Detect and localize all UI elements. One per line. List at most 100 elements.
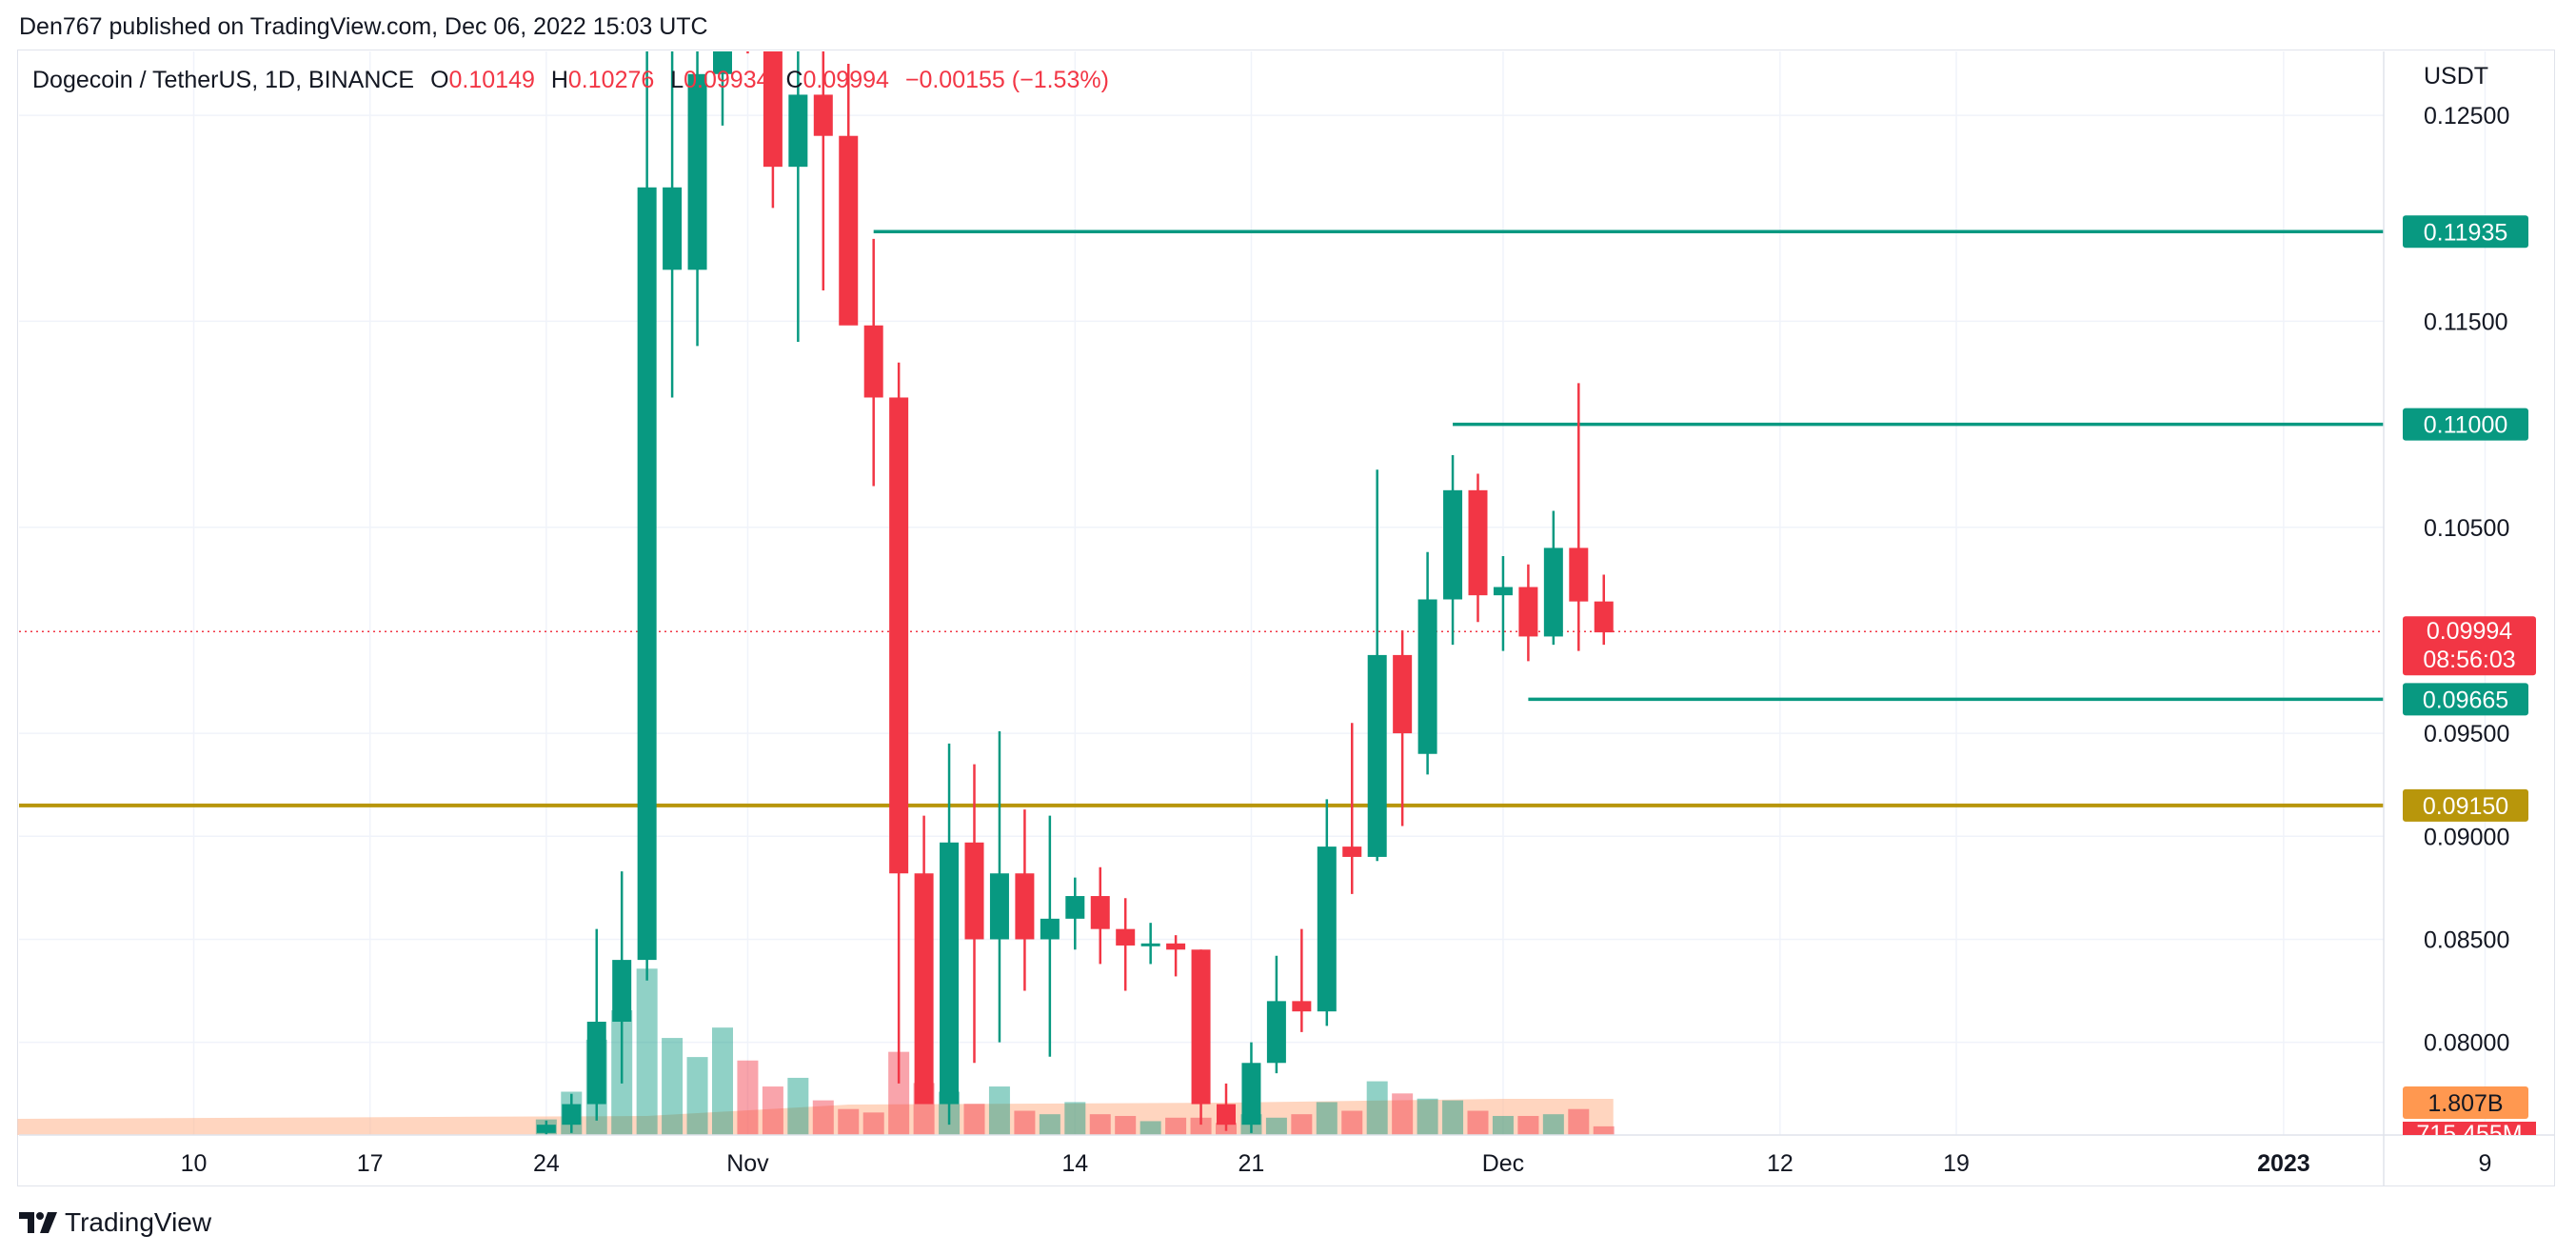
volume-bar (737, 1060, 759, 1135)
change-value: −0.00155 (−1.53%) (904, 67, 1109, 93)
volume-bar (812, 1100, 834, 1135)
volume-bar (862, 1112, 884, 1135)
volume-bar (1165, 1117, 1187, 1135)
candle-body (889, 397, 909, 874)
volume-bar (1341, 1110, 1363, 1135)
level-0-11000-tag-box (2403, 408, 2528, 441)
volume-bar (1014, 1110, 1036, 1135)
candle-body (1065, 896, 1085, 919)
close-value: 0.09994 (803, 67, 889, 93)
candle-body (1569, 548, 1589, 602)
level-0-09665-tag-box (2403, 683, 2528, 716)
x-tick-label: 12 (1767, 1150, 1793, 1177)
volume-bar (1039, 1114, 1060, 1135)
candle-body (839, 135, 859, 326)
candle-body (1166, 943, 1186, 950)
candle-body (1367, 654, 1387, 857)
volume-bar (1392, 1093, 1414, 1135)
high-value: 0.10276 (567, 67, 655, 93)
level-0-11000-tag-label: 0.11000 (2424, 412, 2508, 439)
high-label: H (550, 67, 568, 93)
open-label: O (430, 67, 449, 93)
candle-body (863, 325, 883, 398)
x-tick-label: 14 (1061, 1150, 1088, 1177)
candle-body (687, 73, 707, 270)
x-tick-label: 2023 (2257, 1150, 2310, 1177)
low-label: L (670, 67, 684, 93)
volume-bar (1064, 1102, 1086, 1135)
publisher-line: Den767 published on TradingView.com, Dec… (19, 13, 708, 40)
x-tick-label: 24 (533, 1150, 560, 1177)
candle-body (1266, 1001, 1286, 1064)
tradingview-brand[interactable]: TradingView (19, 1207, 211, 1238)
x-tick-label: 9 (2479, 1150, 2492, 1177)
volume-bar (1442, 1100, 1464, 1135)
volume-tag-box (2403, 1086, 2528, 1119)
candle-body (1191, 949, 1211, 1105)
volume-bar (1291, 1114, 1313, 1135)
y-tick-label: 0.08000 (2424, 1030, 2509, 1057)
y-tick-label: 0.09000 (2424, 824, 2509, 850)
candle-body (1393, 654, 1413, 734)
volume-pane (17, 968, 1615, 1135)
candle-body (940, 842, 960, 1105)
candle-body (713, 51, 732, 74)
volume-ma-area (17, 1099, 1614, 1135)
candle-body (738, 0, 757, 12)
volume-bar (888, 1051, 910, 1135)
candle-body (1317, 847, 1337, 1012)
candle-body (788, 94, 808, 168)
volume-ma-tag-box (2403, 1122, 2536, 1135)
volume-bar (1417, 1098, 1438, 1135)
candle-body (562, 1104, 582, 1126)
open-value: 0.10149 (448, 67, 535, 93)
candle-body (989, 873, 1009, 940)
candle-body (1518, 587, 1538, 637)
candle-body (1140, 943, 1160, 946)
volume-bar (1467, 1110, 1489, 1135)
candle-body (1241, 1063, 1261, 1126)
x-tick-label: 21 (1238, 1150, 1265, 1177)
volume-bar (762, 1086, 783, 1135)
level-0-09150-tag-box (2403, 788, 2528, 822)
last-price-tag-box (2403, 616, 2536, 676)
candle-body (663, 187, 683, 270)
candle-body (536, 1125, 556, 1133)
y-tick-label: 0.12500 (2424, 103, 2509, 129)
y-tick-label: 0.11500 (2424, 309, 2508, 335)
candle-body (586, 1022, 606, 1105)
x-tick-label: 19 (1943, 1150, 1970, 1177)
volume-ma-tag-label: 715.455M (2416, 1121, 2522, 1147)
volume-bar (1089, 1114, 1111, 1135)
horizontal-levels (19, 229, 2384, 807)
low-value: 0.09934 (684, 67, 770, 93)
candle-body (1015, 873, 1035, 940)
candle-body (612, 960, 632, 1023)
last-price-tag-label: 0.09994 (2427, 618, 2512, 645)
candle-body (1543, 548, 1563, 637)
candle-body (914, 873, 934, 1105)
candle-body (1493, 587, 1513, 596)
x-tick-label: 17 (357, 1150, 384, 1177)
volume-bar (712, 1027, 733, 1135)
candle-body (1292, 1001, 1312, 1012)
candle-body (637, 187, 657, 961)
chart-frame (17, 50, 2555, 1186)
price-tags: 0.11935 0.11000 0.09665 0.09150 0.0999408:56… (2403, 215, 2536, 1147)
volume-bar (963, 1104, 985, 1135)
volume-tag-label: 1.807B (2427, 1090, 2503, 1117)
candle-body (964, 842, 984, 940)
volume-bar (1542, 1114, 1564, 1135)
x-tick-label: Nov (726, 1150, 769, 1177)
volume-bar (838, 1108, 860, 1135)
level-0-09665-tag-label: 0.09665 (2423, 687, 2508, 713)
volume-bar (636, 968, 658, 1135)
volume-bar (1265, 1117, 1287, 1135)
candle-body (1594, 601, 1614, 633)
axes: 0.12500 0.11500 0.10500 0.09500 0.09000 0.085… (19, 51, 2555, 1186)
y-tick-label: 0.10500 (2424, 515, 2509, 542)
y-axis-title: USDT (2424, 63, 2488, 90)
x-tick-label: Dec (1482, 1150, 1524, 1177)
y-tick-label: 0.09500 (2424, 721, 2509, 747)
